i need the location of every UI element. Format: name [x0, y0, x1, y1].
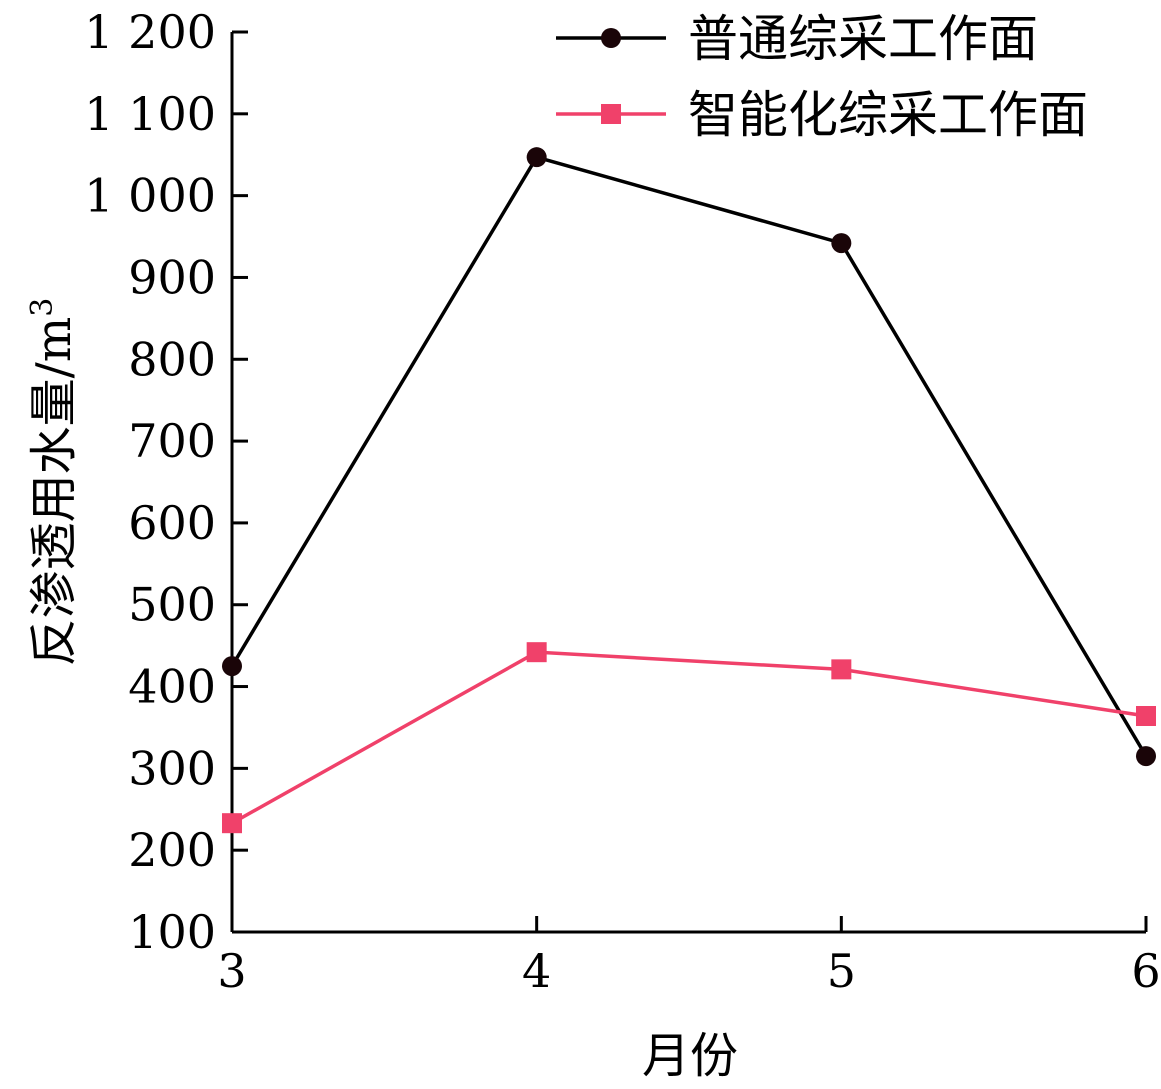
- y-tick-label: 400: [128, 660, 216, 714]
- y-tick-label: 600: [128, 496, 216, 550]
- legend-marker: [601, 104, 621, 124]
- data-point: [526, 147, 547, 168]
- data-point: [222, 656, 242, 677]
- x-axis-label: 月份: [642, 1028, 738, 1084]
- x-tick-label: 3: [217, 944, 246, 998]
- y-axis-label-superscript: 3: [25, 298, 60, 317]
- data-point: [222, 813, 242, 834]
- y-tick-label: 900: [128, 250, 216, 304]
- data-point: [1136, 746, 1156, 767]
- y-tick-label: 1 100: [84, 87, 216, 141]
- x-tick-label: 5: [827, 944, 856, 998]
- series-line: [231, 650, 1147, 825]
- axes: 100 200 300 400 500 600 700 800 900 1 000 1 100 1 2…: [84, 5, 1160, 998]
- legend-label: 普通综采工作面: [688, 10, 1038, 68]
- legend-entry: 智能化综采工作面: [556, 86, 1088, 144]
- y-tick-label: 1 200: [84, 5, 216, 59]
- y-tick-label: 1 000: [84, 169, 216, 223]
- y-tick-label: 700: [128, 414, 216, 468]
- y-tick-label: 800: [128, 332, 216, 386]
- y-axis-label: 反渗透用水量/m3: [25, 298, 82, 667]
- y-tick-label: 100: [128, 905, 216, 959]
- legend-marker: [601, 28, 621, 48]
- y-tick-label: 200: [128, 823, 216, 877]
- y-axis-label-main: 反渗透用水量/m: [26, 317, 82, 667]
- series-1: [222, 147, 1156, 767]
- legend-entry: 普通综采工作面: [556, 10, 1038, 68]
- data-point: [831, 233, 852, 254]
- series-line: [230, 155, 1148, 757]
- data-point: [1136, 706, 1156, 726]
- x-tick-label: 4: [522, 944, 551, 998]
- data-point: [526, 642, 547, 663]
- x-tick-label: 6: [1131, 944, 1160, 998]
- data-point: [831, 659, 852, 680]
- series-lines: [222, 147, 1156, 834]
- y-tick-label: 300: [128, 741, 216, 795]
- series-2: [222, 642, 1156, 834]
- legend-label: 智能化综采工作面: [688, 86, 1088, 144]
- y-tick-label: 500: [128, 578, 216, 632]
